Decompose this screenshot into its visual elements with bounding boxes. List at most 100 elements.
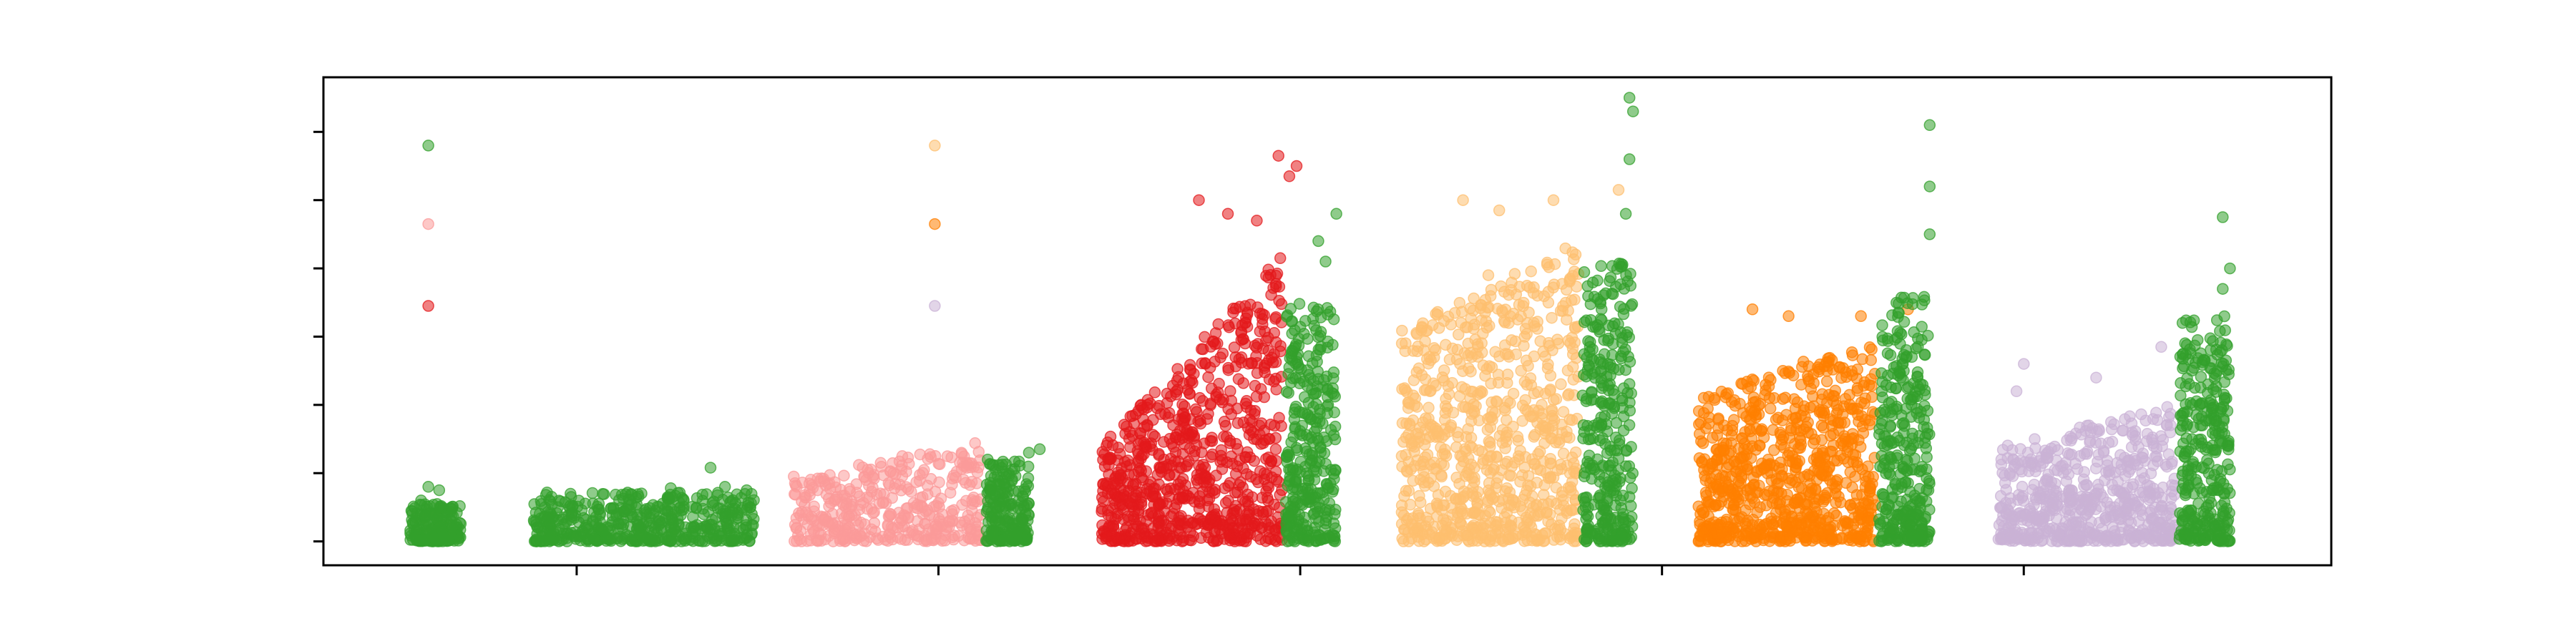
data-point-s8-277 — [1890, 382, 1902, 394]
data-point-s0-637 — [711, 489, 723, 502]
data-point-s6-289 — [1611, 263, 1624, 275]
data-point-s5-689 — [1453, 477, 1465, 490]
data-point-s5-756 — [1566, 476, 1579, 488]
data-point-s8-305 — [1889, 479, 1902, 491]
data-point-s5-567 — [1542, 358, 1554, 371]
data-point-s0-323 — [586, 487, 599, 499]
data-point-s8-300 — [1877, 527, 1890, 540]
data-point-s5-772 — [1498, 316, 1511, 328]
data-point-s5-734 — [1402, 401, 1415, 414]
data-point-s8-294 — [1918, 436, 1931, 449]
data-point-s5-629 — [1398, 490, 1410, 502]
data-point-s2-221 — [1023, 447, 1035, 459]
data-point-s8-286 — [1878, 489, 1890, 501]
data-point-s1-387 — [839, 524, 852, 537]
data-point-s8-318 — [1898, 316, 1911, 328]
data-point-s3-794 — [1227, 522, 1240, 535]
data-point-s0-649 — [691, 492, 703, 504]
data-point-s8-226 — [1908, 326, 1920, 338]
data-point-s3-508 — [1222, 319, 1234, 331]
data-point-s7-786 — [1821, 365, 1833, 377]
data-point-s7-734 — [1696, 525, 1709, 537]
data-point-s0-683 — [415, 494, 427, 507]
data-point-s8-270 — [1881, 347, 1894, 360]
data-point-s7-464 — [1699, 486, 1712, 499]
data-point-s3-782 — [1096, 533, 1108, 545]
data-point-s8-265 — [1918, 399, 1931, 412]
data-point-s3-648 — [1244, 404, 1257, 416]
data-point-s5-621 — [1500, 431, 1512, 444]
data-point-s5-748 — [1402, 535, 1415, 547]
data-point-s5-767 — [1557, 300, 1569, 313]
data-point-s5-705 — [1484, 436, 1496, 449]
data-point-s0-681 — [422, 481, 434, 493]
data-point-s7-742 — [1732, 442, 1745, 455]
data-point-s9-251 — [2042, 468, 2054, 481]
data-point-s0-613 — [665, 517, 678, 530]
data-point-s8-229 — [1874, 517, 1886, 530]
data-point-s3-743 — [1257, 508, 1269, 521]
data-point-s8-298 — [1890, 513, 1903, 525]
data-point-s7-631 — [1726, 424, 1739, 436]
data-point-s2-220 — [1033, 443, 1046, 456]
data-point-s3-596 — [1250, 390, 1263, 403]
data-point-s7-791 — [1730, 522, 1742, 535]
data-point-s9-229 — [2165, 408, 2177, 420]
data-point-s5-698 — [1501, 482, 1513, 494]
data-point-s4-306 — [1328, 406, 1340, 419]
data-point-s7-789 — [1850, 489, 1863, 501]
data-point-s5-744 — [1459, 443, 1471, 455]
data-point-s0-168 — [406, 505, 419, 517]
data-point-s0-633 — [531, 527, 543, 540]
data-point-s5-611 — [1421, 353, 1433, 365]
data-point-s6-312 — [1605, 398, 1618, 411]
data-point-s0-670 — [633, 519, 645, 532]
data-point-s5-769 — [1420, 384, 1433, 396]
data-point-s5-178 — [1499, 442, 1511, 454]
data-point-s5-655 — [1551, 523, 1564, 535]
data-point-s3-679 — [1161, 387, 1174, 400]
data-point-s7-796 — [1735, 469, 1748, 482]
data-point-s4-320 — [1330, 208, 1342, 220]
data-point-s3-792 — [1250, 341, 1263, 354]
data-point-s1-346 — [965, 523, 977, 535]
data-point-s5-201 — [1562, 389, 1574, 401]
data-point-s6-321 — [1626, 105, 1639, 117]
data-point-s7-637 — [1824, 445, 1837, 458]
data-point-s3-791 — [1174, 529, 1186, 541]
data-point-s5-615 — [1395, 450, 1408, 462]
data-point-s5-799 — [1568, 535, 1580, 547]
data-point-s5-635 — [1517, 300, 1529, 313]
data-point-s7-798 — [1861, 514, 1874, 527]
data-point-s4-239 — [1321, 302, 1334, 314]
data-point-s3-718 — [1101, 487, 1114, 499]
data-point-s1-112 — [941, 450, 954, 462]
data-point-s5-791 — [1461, 321, 1473, 333]
data-point-s3-662 — [1128, 513, 1141, 526]
data-point-s6-319 — [1578, 426, 1591, 439]
data-point-s3-636 — [1275, 420, 1287, 432]
data-point-s0-587 — [715, 519, 728, 532]
data-point-s7-557 — [1867, 471, 1879, 483]
data-point-s6-311 — [1602, 384, 1615, 396]
data-point-s3-577 — [1271, 268, 1284, 280]
data-point-s5-650 — [1501, 369, 1514, 381]
data-point-s8-316 — [1904, 519, 1916, 532]
data-point-s1-386 — [941, 521, 953, 533]
data-point-s4-278 — [1289, 403, 1302, 415]
data-point-s7-635 — [1832, 404, 1845, 416]
data-point-s7-618 — [1779, 391, 1792, 404]
data-point-s2-218 — [980, 478, 993, 491]
data-point-s3-684 — [1107, 477, 1120, 489]
data-point-s5-755 — [1538, 290, 1551, 303]
data-point-s7-802 — [1782, 310, 1795, 323]
data-point-s5-727 — [1468, 462, 1480, 474]
data-point-s2-183 — [1020, 478, 1033, 490]
data-point-s5-801 — [1457, 194, 1469, 206]
data-point-s3-740 — [1219, 419, 1232, 432]
data-point-s5-751 — [1414, 421, 1426, 434]
data-point-s6-313 — [1589, 366, 1601, 379]
data-point-s1-352 — [790, 512, 803, 525]
data-point-s8-312 — [1906, 399, 1918, 411]
data-point-s0-179 — [421, 524, 433, 537]
